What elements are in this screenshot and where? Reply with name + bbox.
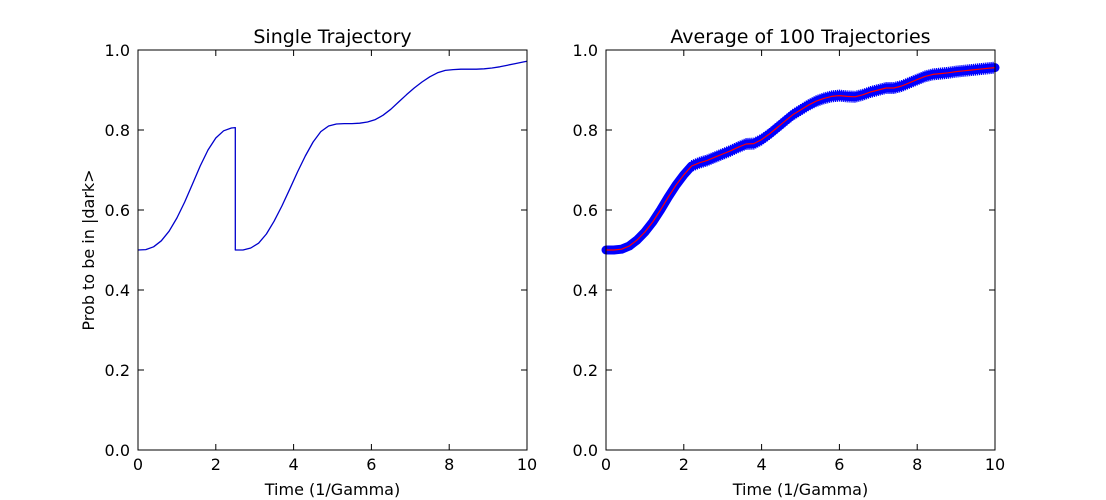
series-line — [606, 67, 996, 251]
chart-left-frame — [137, 49, 528, 451]
series-line — [137, 60, 528, 251]
chart-right-frame — [605, 49, 996, 451]
chart-right-plot: 0 2 4 6 8 10 0.0 0.2 0.4 0.6 0.8 1.0 — [573, 41, 1006, 474]
y-tick-label: 0.4 — [105, 281, 130, 300]
chart-left: Single Trajectory 0 2 4 6 8 10 0.0 0.2 0.4 0.6 0.8… — [79, 26, 537, 499]
chart-right: Average of 100 Trajectories 0 2 4 6 8 10 0.0 0.… — [573, 26, 1006, 499]
chart-right-title: Average of 100 Trajectories — [670, 26, 930, 48]
y-tick-label: 0.4 — [573, 281, 598, 300]
y-tick-label: 0.2 — [105, 361, 130, 380]
y-tick-label: 0.8 — [105, 121, 130, 140]
x-tick-label: 10 — [985, 455, 1005, 474]
y-tick-label: 1.0 — [573, 41, 598, 60]
x-tick-label: 4 — [289, 455, 299, 474]
chart-left-plot: 0 2 4 6 8 10 0.0 0.2 0.4 0.6 0.8 1.0 — [105, 41, 538, 474]
chart-left-title: Single Trajectory — [253, 26, 411, 48]
chart-left-ylabel: Prob to be in |dark> — [79, 169, 98, 330]
y-tick-label: 0.0 — [573, 441, 598, 460]
x-tick-label: 8 — [444, 455, 454, 474]
y-tick-label: 0.0 — [105, 441, 130, 460]
y-tick-label: 0.6 — [573, 201, 598, 220]
x-tick-label: 2 — [211, 455, 221, 474]
y-tick-label: 1.0 — [105, 41, 130, 60]
x-tick-label: 0 — [601, 455, 611, 474]
x-tick-label: 8 — [912, 455, 922, 474]
x-tick-label: 4 — [757, 455, 767, 474]
y-tick-label: 0.8 — [573, 121, 598, 140]
y-tick-label: 0.6 — [105, 201, 130, 220]
x-tick-label: 2 — [679, 455, 689, 474]
x-tick-label: 6 — [366, 455, 376, 474]
error-band — [601, 63, 1000, 255]
x-tick-label: 6 — [834, 455, 844, 474]
chart-right-xlabel: Time (1/Gamma) — [732, 480, 868, 499]
chart-left-xlabel: Time (1/Gamma) — [264, 480, 400, 499]
x-tick-label: 0 — [133, 455, 143, 474]
y-tick-label: 0.2 — [573, 361, 598, 380]
x-tick-label: 10 — [517, 455, 537, 474]
